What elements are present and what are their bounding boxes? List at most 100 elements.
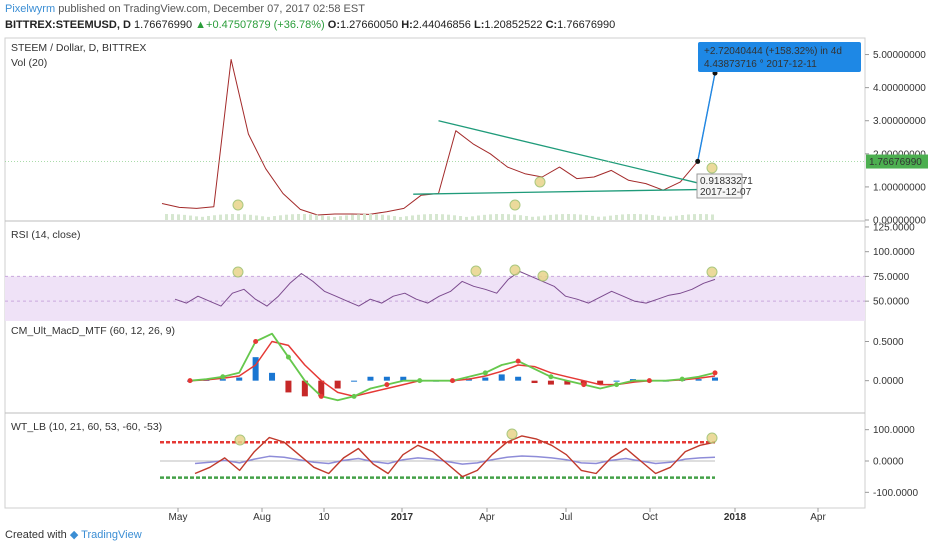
footer: Created with ◆ TradingView [5,528,142,541]
volume-bar [627,214,630,220]
macd-cross-dot [548,374,554,380]
highlight-marker [706,162,718,174]
volume-bar [429,214,432,220]
macd-histogram-bar [367,376,374,381]
macd-cross-dot [318,393,324,399]
volume-bar [489,214,492,220]
volume-bar [705,214,708,220]
volume-bar [219,214,222,220]
y-tick-label: 0.5000 [873,337,904,348]
volume-bar [483,214,486,220]
volume-bar [663,216,666,220]
volume-bar [231,214,234,220]
macd-cross-dot [581,382,587,388]
volume-bar [609,215,612,220]
rsi-marker [232,266,244,278]
macd-line [189,332,716,402]
volume-bar [261,216,264,220]
pane-title: WT_LB (10, 21, 60, 53, -60, -53) [11,421,162,433]
volume-bar [621,214,624,220]
volume-bar [519,215,522,220]
volume-bar [321,215,324,220]
volume-bar [249,214,252,220]
volume-bar [447,214,450,220]
volume-bar [237,214,240,220]
low-label: L: [473,19,485,31]
volume-bar [465,216,468,220]
y-tick-label: 125.0000 [873,222,915,233]
macd-cross-dot [220,374,226,380]
high-value: 2.44046856 [412,19,471,31]
volume-bar [279,215,282,220]
volume-bar [639,214,642,220]
y-tick-label: 4.00000000 [873,83,926,94]
highlight-marker [509,199,521,211]
y-tick-label: 50.0000 [873,297,910,308]
ohlc-line: BITTREX:STEEMUSD, D 1.76676990 ▲+0.47507… [5,19,615,31]
macd-cross-dot [351,393,357,399]
tradingview-link[interactable]: TradingView [81,529,142,541]
y-tick-label: 100.0000 [873,425,915,436]
close-value: 1.76676990 [557,19,616,31]
volume-bar [423,214,426,220]
rsi-line [174,271,716,307]
volume-bar [195,216,198,220]
volume-bar [369,214,372,220]
volume-bar [339,216,342,220]
macd-histogram-bar [564,380,571,385]
projection-box [698,42,861,72]
volume-bar [381,214,384,220]
author-link[interactable]: Pixelwyrm [5,3,56,15]
volume-bar [657,215,660,220]
highlight-marker [232,199,244,211]
wt-marker [506,428,518,440]
volume-bar [393,216,396,220]
last-price: 1.76676990 [133,19,193,31]
volume-bar [207,215,210,220]
wt-marker [706,432,718,444]
volume-bar [327,216,330,220]
macd-histogram-bar [515,376,522,381]
volume-bar [651,215,654,220]
volume-bar [315,214,318,220]
projection-line [697,72,716,162]
volume-bar [693,214,696,220]
volume-bar [201,216,204,220]
macd-histogram-bar [531,380,538,384]
macd-cross-dot [482,370,488,376]
x-tick-label: 2017 [391,512,414,523]
volume-bar [399,216,402,220]
macd-cross-dot [679,376,685,382]
volume-bar [561,214,564,220]
open-value: 1.27660050 [340,19,399,31]
macd-histogram-bar [219,379,226,381]
macd-histogram-bar [318,380,325,397]
volume-bar [345,215,348,220]
y-tick-label: 5.00000000 [873,50,926,61]
y-tick-label: 75.0000 [873,272,910,283]
volume-bar [165,214,168,220]
macd-cross-dot [253,339,259,344]
macd-signal-line [189,340,716,398]
projection-target: 4.43873716 ° 2017-12-11 [704,59,817,70]
volume-bar [267,216,270,220]
macd-cross-dot [712,370,718,376]
x-tick-label: Jul [560,512,573,523]
y-tick-label: 0.00000000 [873,216,926,227]
volume-bar [213,215,216,220]
macd-cross-dot [450,378,455,384]
macd-histogram-bar [547,380,554,385]
macd-cross-dot [187,378,193,384]
pane-title: STEEM / Dollar, D, BITTREX [11,42,146,54]
macd-histogram-bar [498,374,505,381]
pane-title: CM_Ult_MacD_MTF (60, 12, 26, 9) [11,325,175,337]
pane-title: Vol (20) [11,57,47,69]
rsi-marker [470,265,482,277]
volume-bar [333,216,336,220]
volume-bar [567,214,570,220]
macd-histogram-bar [285,380,292,393]
volume-bar [405,216,408,220]
volume-bar [675,215,678,220]
x-tick-label: Aug [253,512,271,523]
